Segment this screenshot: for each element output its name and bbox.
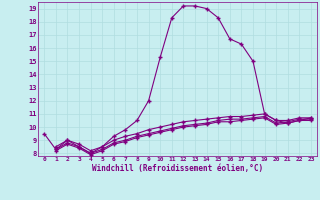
X-axis label: Windchill (Refroidissement éolien,°C): Windchill (Refroidissement éolien,°C) <box>92 164 263 173</box>
